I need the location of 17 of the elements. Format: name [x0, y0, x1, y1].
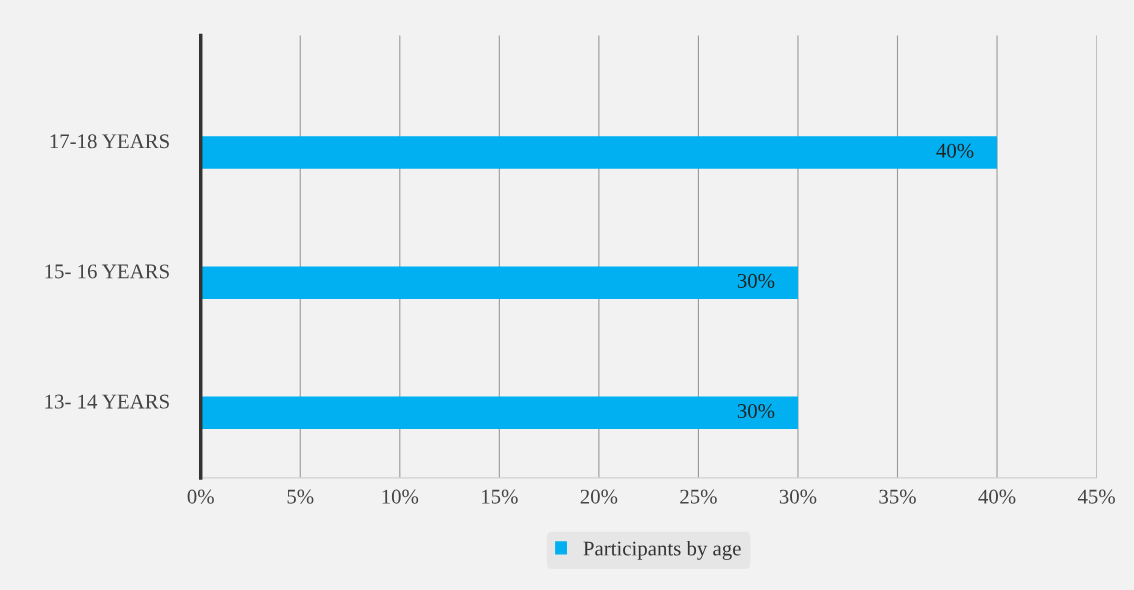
data-label: 40%	[936, 143, 974, 158]
x-tick-label: 10%	[382, 489, 419, 504]
y-tick-label: 15- 16 YEARS	[45, 264, 169, 279]
x-tick-label: 45%	[1077, 489, 1115, 504]
y-tick-label: 17-18 YEARS	[50, 134, 169, 149]
x-tick-label: 5%	[287, 489, 314, 504]
x-tick-label: 30%	[779, 489, 817, 504]
x-tick-label: 0%	[187, 489, 214, 504]
data-label: 30%	[737, 403, 775, 419]
x-tick-label: 15%	[482, 489, 518, 504]
x-tick-label: 35%	[879, 489, 916, 504]
x-tick-label: 25%	[680, 489, 717, 504]
data-label: 30%	[737, 273, 775, 288]
legend-label: Participants by age	[583, 540, 741, 560]
y-tick-label: 13- 14 YEARS	[45, 394, 169, 409]
x-tick-label: 40%	[978, 489, 1016, 504]
x-tick-label: 20%	[580, 489, 618, 504]
